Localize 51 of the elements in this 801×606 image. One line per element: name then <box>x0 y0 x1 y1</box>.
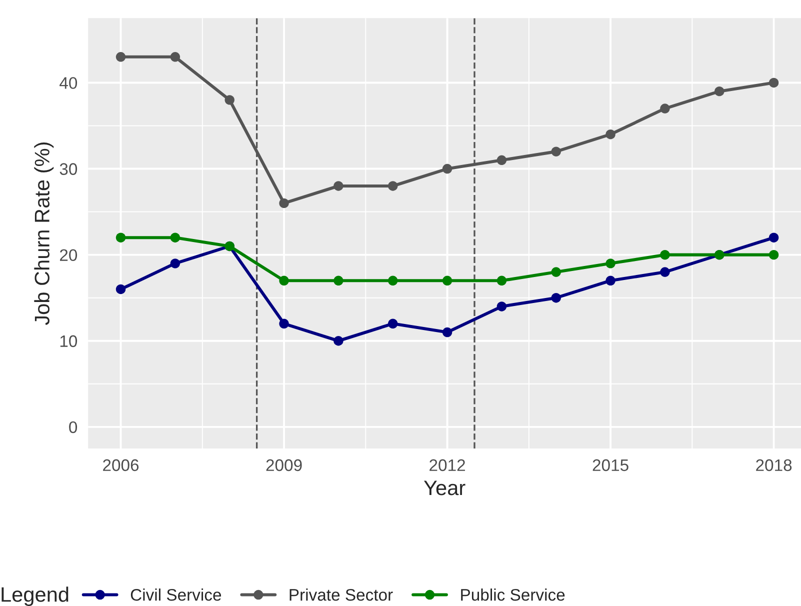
point <box>334 181 344 191</box>
legend-label: Civil Service <box>130 588 222 601</box>
point <box>170 232 180 242</box>
point <box>170 52 180 62</box>
point <box>768 250 779 260</box>
point <box>442 164 452 174</box>
point <box>496 276 507 286</box>
point <box>224 95 234 105</box>
point <box>279 276 289 286</box>
point <box>551 292 561 303</box>
point <box>606 129 616 140</box>
point <box>496 155 507 166</box>
legend-label: Public Service <box>461 588 565 601</box>
point <box>116 52 126 62</box>
y-tick-label: 20 <box>60 249 78 262</box>
point <box>279 318 289 329</box>
x-tick-label: 2009 <box>266 459 302 472</box>
point <box>606 276 616 286</box>
y-tick-label: 40 <box>60 77 78 89</box>
y-tick-label: 0 <box>69 421 78 434</box>
legend-label: Private Sector <box>290 588 393 601</box>
point <box>768 78 779 88</box>
x-tick-label: 2012 <box>430 459 465 472</box>
point <box>660 267 670 277</box>
legend-title: Legend <box>2 586 68 606</box>
x-axis-title: Year <box>424 480 466 496</box>
point <box>388 276 398 286</box>
point <box>116 232 126 242</box>
point <box>442 276 452 286</box>
point <box>442 327 452 338</box>
point <box>660 250 670 260</box>
point <box>279 198 289 208</box>
y-axis-title: Job Churn Rate (%) <box>34 142 54 326</box>
point <box>388 181 398 191</box>
x-tick-label: 2006 <box>103 459 139 472</box>
y-tick-label: 30 <box>60 163 78 175</box>
point <box>768 232 779 242</box>
point <box>660 104 670 114</box>
point <box>116 284 126 294</box>
point <box>714 86 724 96</box>
point <box>388 318 398 329</box>
y-tick-label: 10 <box>60 335 78 348</box>
point <box>551 146 561 156</box>
point <box>334 336 344 346</box>
point <box>170 258 180 268</box>
point <box>496 302 507 312</box>
x-tick-label: 2018 <box>756 459 792 472</box>
point <box>551 267 561 277</box>
point <box>334 276 344 286</box>
x-tick-label: 2015 <box>592 459 628 472</box>
point <box>606 258 616 268</box>
